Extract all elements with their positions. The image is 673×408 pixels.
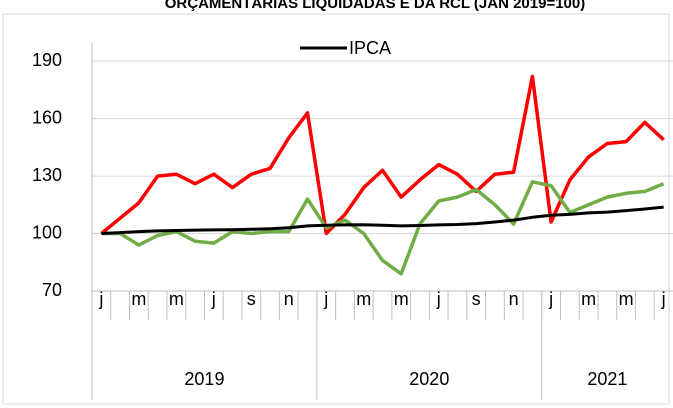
y-tick-label: 130 [32,165,62,185]
x-tick-label: j [211,289,216,309]
chart-title: ORÇAMENTÁRIAS LIQUIDADAS E DA RCL (JAN 2… [165,0,586,12]
x-tick-label: m [581,289,596,309]
x-tick-label: j [323,289,328,309]
year-label: 2021 [587,369,627,389]
y-tick-label: 70 [42,280,62,300]
chart-frame [2,13,670,405]
x-tick-label: n [509,289,519,309]
y-tick-label: 100 [32,222,62,242]
series-line [100,74,665,236]
year-label: 2019 [184,369,224,389]
x-tick-label: m [131,289,146,309]
y-tick-label: 190 [32,50,62,70]
x-tick-label: s [247,289,256,309]
x-tick-label: j [661,289,666,309]
x-tick-label: s [472,289,481,309]
x-tick-label: m [619,289,634,309]
x-tick-label: j [98,289,103,309]
x-tick-label: m [169,289,184,309]
series-line [101,205,664,235]
year-label: 2020 [409,369,449,389]
x-tick-label: m [356,289,371,309]
y-tick-label: 160 [32,107,62,127]
x-tick-label: n [284,289,294,309]
series-line [101,180,665,276]
x-tick-label: j [548,289,553,309]
x-tick-label: j [436,289,441,309]
legend-label: IPCA [349,38,391,58]
x-tick-label: m [394,289,409,309]
